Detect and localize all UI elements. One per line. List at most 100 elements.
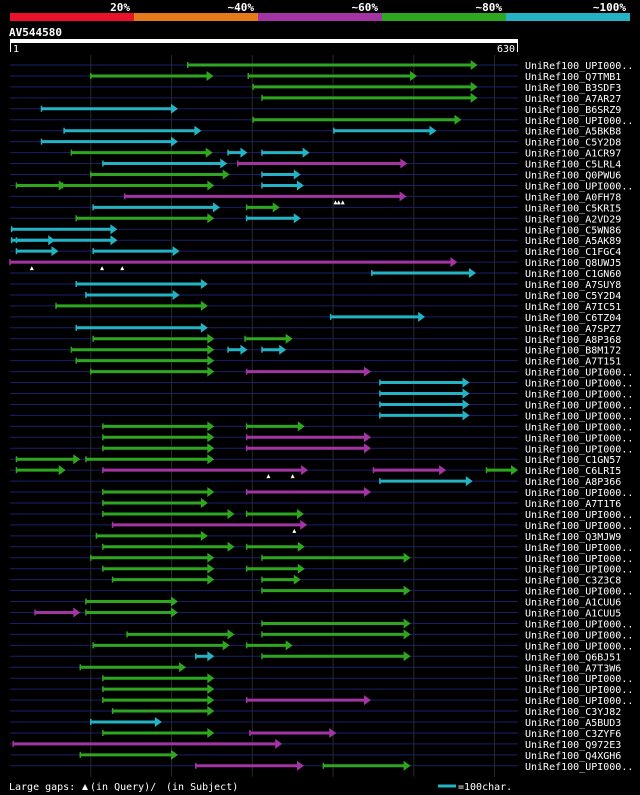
gap-marker bbox=[333, 200, 338, 205]
hit-segment-arrow bbox=[172, 289, 180, 300]
scale-label: =100char. bbox=[458, 782, 512, 793]
hit-segment-arrow bbox=[297, 541, 305, 552]
hit-label: UniRef100_UPI000.. bbox=[525, 61, 633, 72]
hit-segment-arrow bbox=[73, 607, 81, 618]
hit-label: UniRef100_A7AR27 bbox=[525, 94, 621, 105]
hit-segment-arrow bbox=[297, 563, 305, 574]
hit-segment-arrow bbox=[200, 530, 208, 541]
hit-segment-arrow bbox=[222, 640, 230, 651]
hit-segment-arrow bbox=[462, 410, 470, 421]
hit-segment-arrow bbox=[212, 202, 220, 213]
hit-label: UniRef100_A8P366 bbox=[525, 477, 621, 488]
hit-label: UniRef100_C5Y2D4 bbox=[525, 291, 621, 302]
hit-segment-arrow bbox=[470, 92, 478, 103]
hit-segment-arrow bbox=[207, 487, 215, 498]
hit-label: UniRef100_UPI000.. bbox=[525, 554, 633, 565]
hit-label: UniRef100_C1GN57 bbox=[525, 455, 621, 466]
hit-segment-arrow bbox=[296, 180, 304, 191]
hit-segment-arrow bbox=[403, 760, 411, 771]
hit-label: UniRef100_B3SDF3 bbox=[525, 83, 621, 94]
hit-segment-arrow bbox=[207, 180, 215, 191]
hit-segment-arrow bbox=[110, 224, 118, 235]
hit-segment-arrow bbox=[240, 344, 248, 355]
gap-marker bbox=[29, 266, 34, 271]
hit-segment-arrow bbox=[240, 147, 248, 158]
scale-label: ~80% bbox=[476, 1, 503, 14]
hit-segment-arrow bbox=[207, 563, 215, 574]
hit-label: UniRef100_Q4XGH6 bbox=[525, 751, 621, 762]
legend-footer: Large gaps: (in Query)/ (in Subject) =10… bbox=[9, 782, 512, 793]
hit-segment-arrow bbox=[364, 432, 372, 443]
hit-segment-arrow bbox=[403, 618, 411, 629]
hit-label: UniRef100_C6LRI5 bbox=[525, 466, 621, 477]
gap-marker bbox=[290, 474, 295, 479]
hit-segment-arrow bbox=[272, 202, 280, 213]
hit-segment-arrow bbox=[410, 70, 418, 81]
hit-segment-arrow bbox=[439, 465, 447, 476]
hit-segment-arrow bbox=[200, 498, 208, 508]
hit-segment-arrow bbox=[429, 125, 437, 136]
hit-segment-arrow bbox=[403, 629, 411, 640]
hit-segment-arrow bbox=[205, 147, 213, 158]
hit-segment-arrow bbox=[418, 311, 426, 322]
scale-segment bbox=[258, 13, 382, 21]
hit-segment-arrow bbox=[207, 673, 215, 684]
hit-label: UniRef100_UPI000.. bbox=[525, 521, 633, 532]
query-bar bbox=[10, 39, 518, 43]
hit-segment-arrow bbox=[364, 487, 372, 498]
hit-label: UniRef100_A5BUD3 bbox=[525, 718, 621, 729]
scale-label: ~100% bbox=[593, 1, 626, 14]
scale-label: ~40% bbox=[228, 1, 255, 14]
hit-segment-arrow bbox=[170, 596, 178, 607]
hit-segment-arrow bbox=[301, 465, 309, 476]
hit-label: UniRef100_UPI000.. bbox=[525, 510, 633, 521]
axis-start-label: 1 bbox=[13, 44, 19, 55]
hit-label: UniRef100_UPI000.. bbox=[525, 685, 633, 696]
hit-segment-arrow bbox=[207, 651, 215, 662]
hit-segment-arrow bbox=[364, 695, 372, 706]
hit-segment-arrow bbox=[364, 443, 372, 454]
hit-label: UniRef100_UPI000.. bbox=[525, 116, 633, 127]
hit-label: UniRef100_UPI000.. bbox=[525, 400, 633, 411]
gap-marker bbox=[336, 200, 341, 205]
hit-segment-arrow bbox=[403, 651, 411, 662]
hit-label: UniRef100_UPI000.. bbox=[525, 543, 633, 554]
hit-label: UniRef100_C5LRL4 bbox=[525, 160, 621, 171]
hit-segment-arrow bbox=[462, 377, 470, 388]
hit-label: UniRef100_UPI000.. bbox=[525, 587, 633, 598]
hit-segment-arrow bbox=[207, 443, 215, 454]
hit-segment-arrow bbox=[275, 738, 283, 749]
hit-segment-arrow bbox=[462, 388, 470, 399]
hit-label: UniRef100_A1CR97 bbox=[525, 149, 621, 160]
gaps-label: Large gaps: bbox=[9, 782, 75, 793]
hit-segment-arrow bbox=[200, 300, 208, 311]
hit-segment-arrow bbox=[207, 432, 215, 443]
hit-segment-arrow bbox=[194, 125, 202, 136]
hit-segment-arrow bbox=[329, 727, 337, 738]
gap-query-marker-icon bbox=[82, 784, 88, 790]
hit-segment-arrow bbox=[170, 136, 178, 147]
hit-segment-arrow bbox=[207, 727, 215, 738]
hit-label: UniRef100_A5AK89 bbox=[525, 236, 621, 247]
hit-label: UniRef100_UPI000.. bbox=[525, 433, 633, 444]
hit-label: UniRef100_UPI000.. bbox=[525, 411, 633, 422]
hit-segment-arrow bbox=[51, 246, 59, 257]
hit-segment-arrow bbox=[73, 454, 81, 465]
hit-label: UniRef100_A2VD29 bbox=[525, 214, 621, 225]
hit-label: UniRef100_Q7TMB1 bbox=[525, 72, 621, 83]
gap-marker bbox=[120, 266, 125, 271]
hit-segment-arrow bbox=[170, 103, 178, 114]
hit-segment-arrow bbox=[220, 158, 228, 169]
scale-label: 20% bbox=[110, 1, 130, 14]
hit-label: UniRef100_Q8UWJ5 bbox=[525, 258, 621, 269]
hit-segment-arrow bbox=[179, 662, 187, 673]
hit-segment-arrow bbox=[110, 235, 118, 246]
hit-segment-arrow bbox=[48, 235, 56, 246]
hit-label: UniRef100_A0FH78 bbox=[525, 192, 621, 203]
hit-segment-arrow bbox=[207, 695, 215, 706]
hit-label: UniRef100_UPI000.. bbox=[525, 368, 633, 379]
hit-label: UniRef100_C5KRI5 bbox=[525, 203, 621, 214]
hit-label: UniRef100_C6TZ04 bbox=[525, 313, 621, 324]
hit-segment-arrow bbox=[207, 574, 215, 585]
hit-segment-arrow bbox=[207, 333, 215, 344]
